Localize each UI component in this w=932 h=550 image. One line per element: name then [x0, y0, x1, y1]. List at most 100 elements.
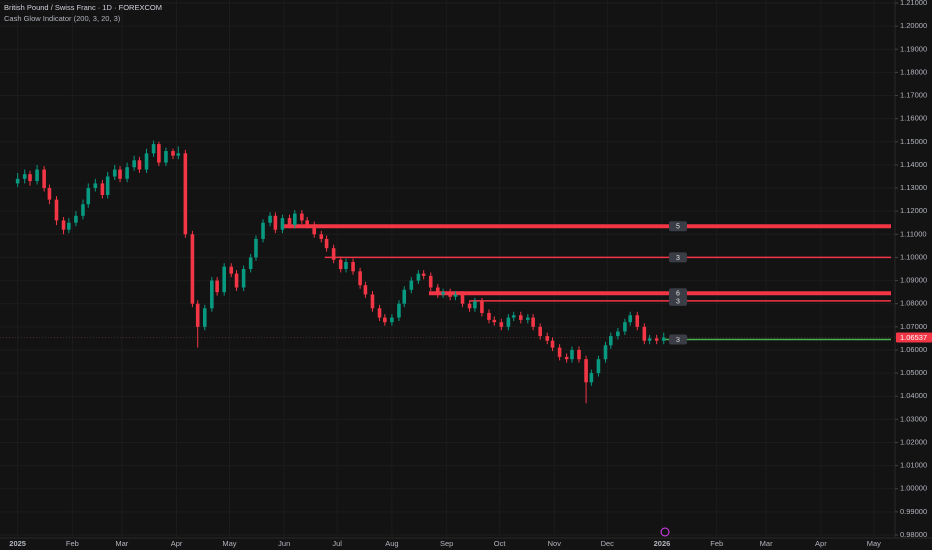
candle-body — [531, 317, 535, 327]
candle-body — [132, 160, 136, 168]
candle-body — [526, 317, 530, 320]
candle-body — [176, 153, 181, 156]
candle-body — [363, 285, 368, 295]
candle-body — [511, 315, 516, 318]
candle-body — [195, 303, 200, 327]
candle-body — [421, 273, 426, 276]
last-price-tag — [896, 332, 932, 343]
candle-body — [312, 225, 317, 235]
level-tag — [669, 334, 687, 345]
x-tick-label: Feb — [66, 539, 79, 548]
y-tick-label: 1.21000 — [900, 0, 927, 7]
y-tick-label: 1.05000 — [900, 368, 927, 377]
y-tick-label: 1.15000 — [900, 137, 927, 146]
y-tick-label: 1.16000 — [900, 114, 927, 123]
y-tick-label: 1.02000 — [900, 437, 927, 446]
candle-body — [603, 345, 608, 360]
x-tick-label: 2026 — [654, 539, 671, 548]
candle-body — [61, 220, 66, 230]
y-tick-label: 1.10000 — [900, 252, 927, 261]
y-tick-label: 1.00000 — [900, 484, 927, 493]
level-tag-label: 3 — [676, 298, 680, 305]
x-tick-label: May — [867, 539, 881, 548]
y-tick-label: 1.03000 — [900, 414, 927, 423]
level-tag — [669, 295, 687, 306]
candle-body — [210, 280, 214, 309]
candle-body — [538, 326, 542, 337]
level-tag-label: 5 — [676, 224, 680, 231]
x-tick-label: Mar — [760, 539, 773, 548]
candle-body — [42, 169, 46, 189]
candle-body — [183, 153, 188, 235]
candle-body — [248, 257, 253, 269]
candle-body — [390, 317, 394, 323]
candle-body — [81, 204, 85, 216]
y-tick-label: 1.09000 — [900, 276, 927, 285]
x-tick-label: Apr — [171, 539, 183, 548]
x-tick-label: Apr — [815, 539, 827, 548]
candle-body — [358, 271, 362, 286]
candle-body — [273, 215, 278, 230]
x-tick-label: Oct — [494, 539, 507, 548]
candle-body — [441, 292, 445, 295]
x-tick-label: Jun — [278, 539, 290, 548]
x-tick-label: Jul — [332, 539, 342, 548]
x-tick-label: 2025 — [9, 539, 26, 548]
candle-body — [487, 312, 491, 320]
candle-body — [229, 266, 234, 274]
candle-body — [628, 315, 633, 323]
candle-body — [467, 303, 472, 309]
candle-body — [370, 294, 375, 309]
y-tick-label: 1.07000 — [900, 322, 927, 331]
candle-body — [324, 238, 329, 249]
y-tick-label: 1.06000 — [900, 345, 927, 354]
candle-body — [642, 326, 647, 341]
candle-body — [435, 287, 440, 295]
candle-body — [125, 167, 129, 179]
candle-body — [550, 340, 555, 348]
candle-body — [623, 322, 627, 332]
candle-body — [190, 234, 195, 304]
y-tick-label: 1.18000 — [900, 67, 927, 76]
candle-body — [144, 153, 149, 170]
candle-body — [589, 373, 594, 383]
candle-body — [254, 238, 258, 258]
candle-body — [647, 338, 652, 341]
y-tick-label: 0.99000 — [900, 507, 927, 516]
candle-body — [499, 322, 504, 327]
x-tick-label: May — [222, 539, 236, 548]
candle-body — [545, 336, 550, 341]
candle-body — [268, 215, 272, 223]
candle-body — [157, 144, 161, 163]
x-tick-label: Dec — [601, 539, 615, 548]
candle-body — [100, 183, 105, 195]
candle-body — [654, 338, 659, 341]
candle-body — [577, 349, 581, 360]
candle-body — [480, 301, 484, 313]
axes: 1.21000 1.20000 1.19000 1.18000 1.17000 1.160… — [9, 0, 932, 548]
candle-body — [15, 178, 20, 184]
candle-body — [661, 337, 666, 341]
candle-body — [22, 174, 27, 179]
candle-body — [35, 169, 39, 182]
event-icon[interactable] — [660, 527, 670, 537]
y-tick-label: 1.12000 — [900, 206, 927, 215]
x-tick-label: Aug — [385, 539, 398, 548]
candle-body — [344, 262, 348, 269]
candle-body — [635, 315, 640, 327]
candle-body — [584, 359, 588, 383]
candle-body — [492, 319, 497, 323]
x-tick-label: Nov — [548, 539, 562, 548]
candle-body — [287, 218, 292, 226]
candle-body — [506, 317, 511, 327]
candle-body — [280, 218, 285, 230]
candle-body — [261, 222, 265, 239]
candle-body — [202, 308, 207, 327]
candle-body — [105, 176, 110, 195]
indicator-name: Cash Glow Indicator (200, 3, 20, 3) — [4, 14, 121, 23]
y-tick-label: 1.01000 — [900, 461, 927, 470]
candle-body — [86, 188, 91, 205]
